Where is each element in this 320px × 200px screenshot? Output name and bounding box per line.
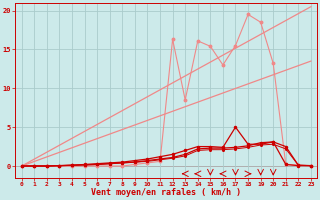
X-axis label: Vent moyen/en rafales ( km/h ): Vent moyen/en rafales ( km/h ) [91, 188, 241, 197]
